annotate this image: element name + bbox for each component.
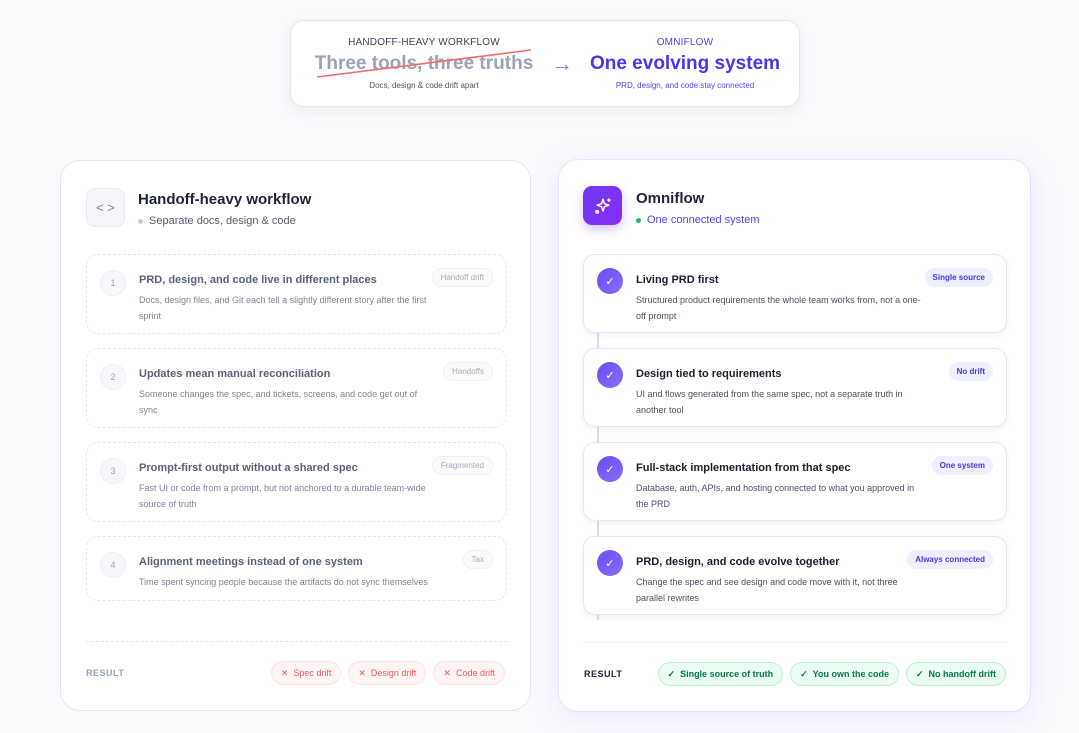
item-title: Full-stack implementation from that spec: [636, 462, 851, 474]
strikethrough-line: [317, 49, 531, 78]
card-subtitle: Separate docs, design & code: [149, 215, 296, 227]
item-title: Prompt-first output without a shared spe…: [139, 462, 358, 474]
check-icon: ✓: [597, 456, 623, 482]
x-icon: ✕: [443, 667, 451, 678]
banner-right-caption: OMNIFLOW: [656, 37, 714, 48]
item-description: UI and flows generated from the same spe…: [636, 389, 903, 415]
item-tag: Always connected: [907, 550, 993, 569]
step-number: 2: [100, 364, 126, 390]
item-description: Structured product requirements the whol…: [636, 295, 921, 321]
check-icon: ✓: [597, 550, 623, 576]
item-title: PRD, design, and code live in different …: [139, 274, 377, 286]
result-chip: ✓ Single source of truth: [657, 662, 784, 686]
result-chip: ✕ Spec drift: [270, 661, 342, 685]
list-item: 3 Prompt-first output without a shared s…: [86, 442, 507, 522]
step-number: 1: [100, 270, 126, 296]
banner-left-caption: HANDOFF-HEAVY WORKFLOW: [348, 37, 500, 48]
handoff-workflow-card: < > Handoff-heavy workflow Separate docs…: [60, 160, 531, 711]
list-item: ✓ PRD, design, and code evolve together …: [583, 536, 1007, 615]
banner-right-subtitle: PRD, design, and code stay connected: [615, 81, 755, 90]
x-icon: ✕: [358, 667, 366, 678]
item-description: Database, auth, APIs, and hosting connec…: [636, 483, 915, 509]
card-title: Handoff-heavy workflow: [138, 191, 312, 208]
check-icon: ✓: [667, 668, 676, 679]
item-title: Updates mean manual reconciliation: [139, 368, 331, 380]
list-item: ✓ Living PRD first Structured product re…: [583, 254, 1007, 333]
card-subtitle: One connected system: [647, 214, 760, 226]
status-dot: [138, 218, 143, 224]
list-item: 1 PRD, design, and code live in differen…: [86, 254, 507, 334]
divider: [583, 642, 1007, 643]
sparkles-icon: [583, 186, 622, 225]
item-description: Docs, design files, and Git each tell a …: [139, 295, 427, 321]
item-tag: One system: [931, 456, 993, 475]
list-item: 4 Alignment meetings instead of one syst…: [86, 536, 507, 601]
omniflow-card: Omniflow One connected system ✓ Living P…: [558, 159, 1031, 712]
item-title: Alignment meetings instead of one system: [139, 556, 363, 568]
item-description: Time spent syncing people because the ar…: [139, 577, 428, 587]
status-dot: [636, 217, 641, 223]
code-brackets-icon: < >: [86, 188, 125, 227]
list-item: ✓ Design tied to requirements UI and flo…: [583, 348, 1007, 427]
result-label: RESULT: [86, 668, 125, 678]
x-icon: ✕: [280, 667, 289, 678]
step-number: 3: [100, 458, 126, 484]
divider: [86, 641, 507, 642]
item-description: Fast UI or code from a prompt, but not a…: [139, 483, 426, 509]
item-title: Living PRD first: [636, 274, 719, 286]
check-icon: ✓: [597, 268, 623, 294]
item-tag: Handoffs: [443, 362, 493, 381]
banner-right-title: One evolving system: [589, 53, 781, 74]
item-tag: Single source: [924, 268, 993, 287]
comparison-banner: HANDOFF-HEAVY WORKFLOW Three tools, thre…: [290, 20, 800, 107]
check-icon: ✓: [597, 362, 623, 388]
banner-left-subtitle: Docs, design & code drift apart: [369, 81, 479, 90]
card-title: Omniflow: [636, 190, 705, 207]
item-title: Design tied to requirements: [636, 368, 782, 380]
item-description: Someone changes the spec, and tickets, s…: [139, 389, 418, 415]
result-chip: ✓ You own the code: [790, 662, 899, 686]
item-tag: Tax: [462, 550, 493, 569]
item-tag: Fragmented: [431, 456, 493, 475]
result-chip: ✕ Code drift: [433, 661, 505, 685]
list-item: ✓ Full-stack implementation from that sp…: [583, 442, 1007, 521]
arrow-right-icon: →: [551, 51, 573, 76]
list-item: 2 Updates mean manual reconciliation Som…: [86, 348, 507, 428]
result-chip: ✕ Design drift: [348, 661, 427, 685]
check-icon: ✓: [800, 668, 808, 679]
item-tag: Handoff drift: [431, 268, 493, 287]
item-description: Change the spec and see design and code …: [636, 577, 898, 603]
item-tag: No drift: [948, 362, 993, 381]
item-title: PRD, design, and code evolve together: [636, 556, 840, 568]
check-icon: ✓: [915, 668, 924, 679]
result-label: RESULT: [584, 669, 623, 679]
step-number: 4: [100, 552, 126, 578]
result-chip: ✓ No handoff drift: [905, 662, 1006, 686]
